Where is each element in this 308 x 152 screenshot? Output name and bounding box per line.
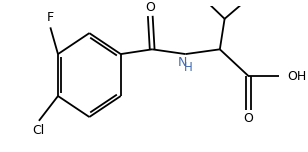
Text: F: F	[47, 11, 54, 24]
Text: OH: OH	[288, 69, 307, 83]
Text: O: O	[145, 1, 155, 14]
Text: Cl: Cl	[32, 124, 44, 137]
Text: O: O	[244, 112, 253, 125]
Text: N: N	[178, 56, 187, 69]
Text: H: H	[184, 61, 193, 74]
